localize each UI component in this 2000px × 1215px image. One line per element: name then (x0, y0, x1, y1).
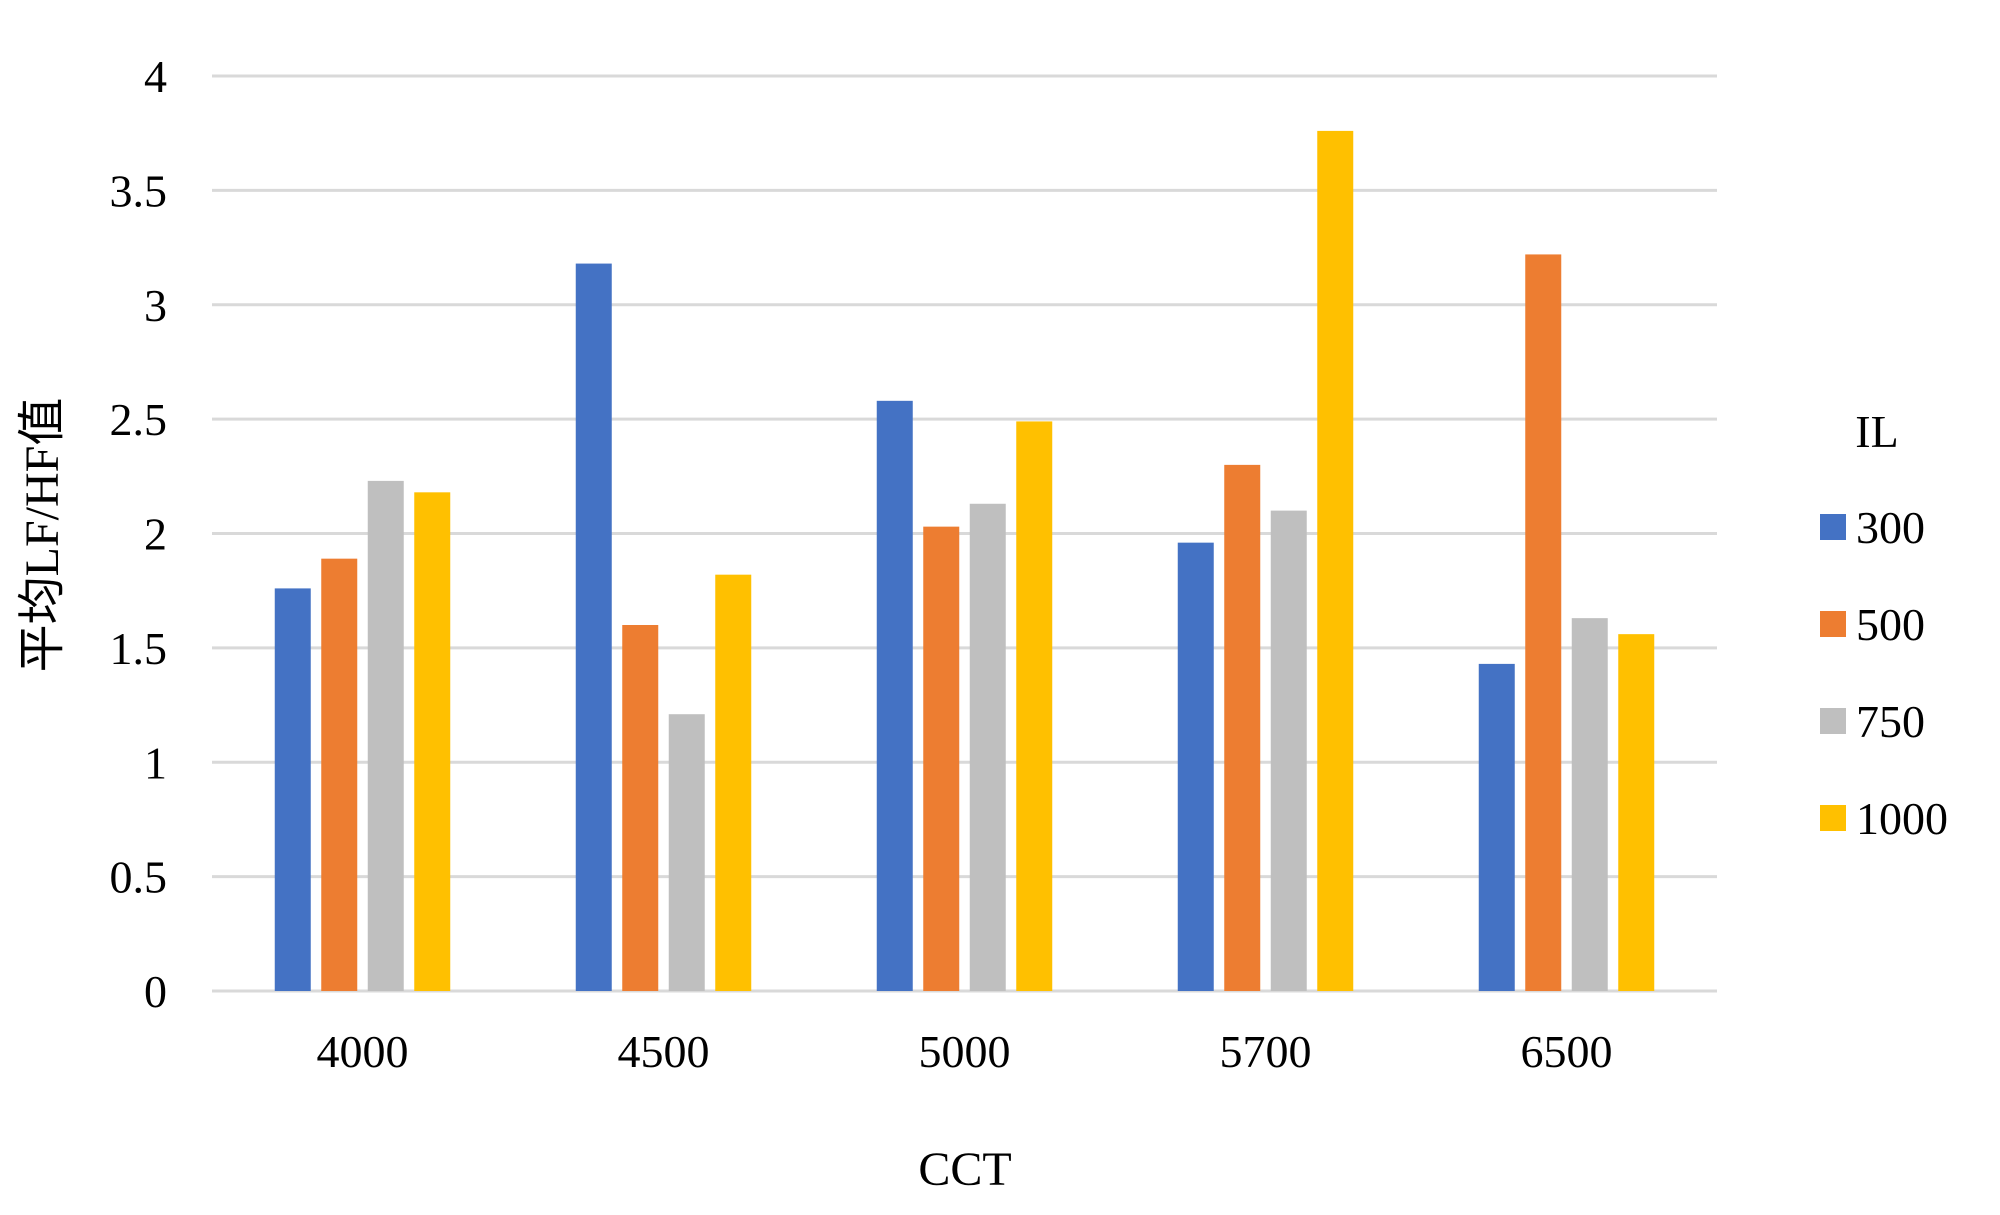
bar-750-5000 (969, 503, 1006, 991)
legend-swatch-500 (1820, 611, 1846, 637)
bar-1000-4000 (414, 492, 451, 991)
legend-label-1000: 1000 (1856, 793, 1948, 844)
y-tick-label: 3 (144, 280, 167, 331)
legend-swatch-300 (1820, 514, 1846, 540)
x-tick-label: 6500 (1521, 1026, 1613, 1077)
y-tick-label: 1 (144, 737, 167, 788)
legend-swatch-1000 (1820, 805, 1846, 831)
bar-750-5700 (1270, 510, 1307, 991)
bar-1000-4500 (715, 574, 752, 991)
legend-swatch-750 (1820, 708, 1846, 734)
bar-1000-5700 (1317, 130, 1354, 991)
legend-label-300: 300 (1856, 502, 1925, 553)
bar-1000-5000 (1016, 421, 1053, 992)
bar-1000-6500 (1618, 634, 1655, 991)
bar-300-4500 (575, 263, 612, 991)
y-tick-label: 1.5 (110, 623, 168, 674)
y-tick-label: 3.5 (110, 165, 168, 216)
y-axis-title: 平均LF/HF值 (16, 398, 69, 673)
bar-750-4000 (367, 480, 404, 991)
x-axis-ticks: 4000 4500 5000 5700 6500 (317, 1026, 1613, 1077)
legend-title: IL (1855, 406, 1898, 457)
x-tick-label: 4000 (317, 1026, 409, 1077)
bar-500-5000 (923, 526, 960, 991)
x-tick-label: 5700 (1220, 1026, 1312, 1077)
y-tick-label: 0 (144, 966, 167, 1017)
y-tick-label: 4 (144, 51, 167, 102)
bars (274, 130, 1655, 992)
bar-750-6500 (1571, 618, 1608, 991)
bar-500-4500 (622, 625, 659, 991)
bar-500-5700 (1224, 464, 1261, 991)
y-tick-label: 2.5 (110, 394, 168, 445)
bar-500-4000 (321, 558, 358, 991)
x-tick-label: 5000 (919, 1026, 1011, 1077)
y-tick-label: 2 (144, 509, 167, 560)
bar-300-5700 (1177, 542, 1214, 991)
legend-label-500: 500 (1856, 599, 1925, 650)
gridlines (212, 74, 1717, 993)
x-tick-label: 4500 (618, 1026, 710, 1077)
legend-label-750: 750 (1856, 696, 1925, 747)
bar-750-4500 (668, 714, 705, 991)
bar-300-6500 (1478, 663, 1515, 991)
y-axis-ticks: 0 0.5 1 1.5 2 2.5 3 3.5 4 (110, 51, 168, 1017)
y-tick-label: 0.5 (110, 852, 168, 903)
legend: IL 300 500 750 1000 (1820, 406, 1948, 844)
bar-500-6500 (1525, 254, 1562, 992)
x-axis-title: CCT (918, 1143, 1011, 1196)
bar-300-5000 (876, 400, 913, 991)
bar-300-4000 (274, 588, 311, 991)
